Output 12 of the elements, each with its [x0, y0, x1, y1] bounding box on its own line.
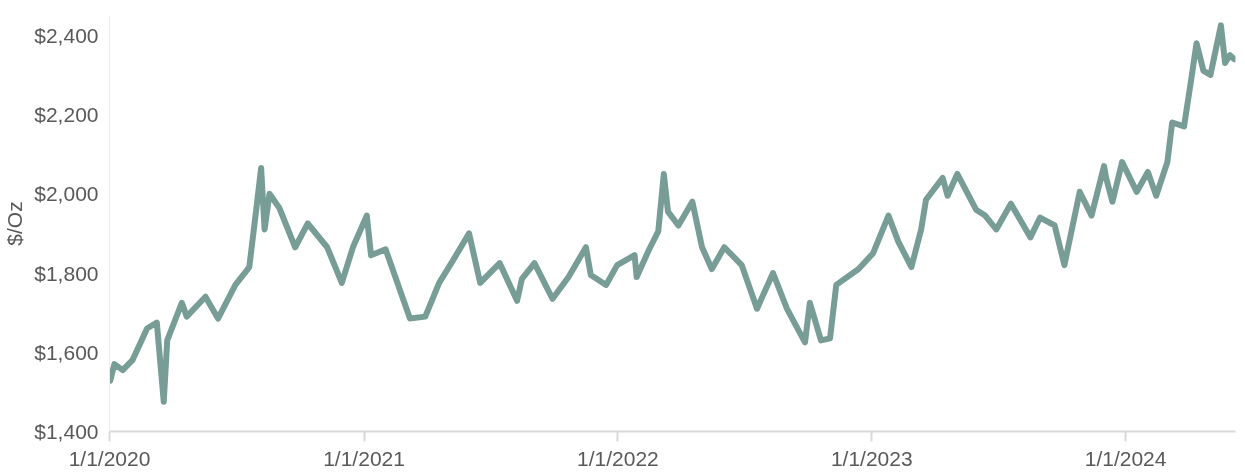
y-tick-label: $1,400: [34, 420, 99, 443]
x-tick-label: 1/1/2020: [68, 446, 151, 470]
y-tick-label: $2,000: [34, 182, 99, 206]
y-tick-label: $1,600: [34, 340, 99, 364]
x-tick-label: 1/1/2021: [323, 446, 405, 470]
y-axis-title: $/Oz: [3, 201, 27, 246]
x-tick-label: 1/1/2023: [830, 446, 913, 470]
x-tick-label: 1/1/2024: [1084, 446, 1167, 470]
x-tick-label: 1/1/2022: [577, 446, 659, 470]
y-tick-label: $1,800: [34, 261, 99, 285]
y-tick-label: $2,200: [34, 103, 99, 127]
y-tick-label: $2,400: [34, 23, 99, 47]
